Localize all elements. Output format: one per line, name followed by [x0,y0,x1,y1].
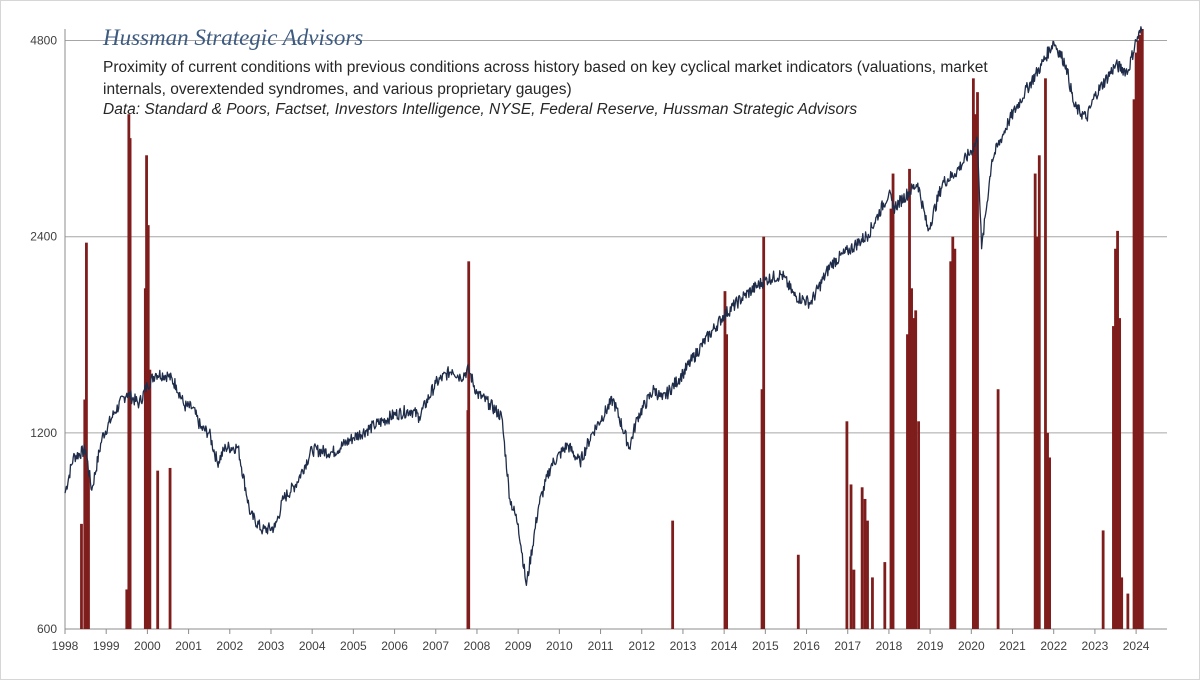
proximity-spike-37 [949,261,953,629]
y-tick-label-4800: 4800 [30,34,57,48]
proximity-spike-29 [889,208,893,629]
y-tick-label-600: 600 [37,622,57,636]
proximity-spike-45 [1035,236,1039,630]
proximity-spike-32 [908,168,911,629]
proximity-spike-47 [1044,78,1047,629]
x-tick-label-2009: 2009 [505,639,532,653]
proximity-spike-9 [146,225,150,629]
proximity-spike-46 [1037,155,1041,629]
x-tick-label-1999: 1999 [93,639,120,653]
proximity-spike-39 [953,248,957,629]
data-source-note: Data: Standard & Poors, Factset, Investo… [103,101,858,118]
x-tick-label-2016: 2016 [793,639,820,653]
proximity-spike-17 [725,334,729,629]
proximity-spike-2 [85,242,88,630]
proximity-spike-6 [128,138,132,630]
x-tick-label-2012: 2012 [628,639,655,653]
proximity-spike-61 [1140,29,1144,629]
proximity-spike-27 [871,577,874,629]
proximity-spike-4 [125,589,129,629]
x-tick-label-2000: 2000 [134,639,161,653]
proximity-spike-11 [156,470,160,629]
x-tick-label-2005: 2005 [340,639,367,653]
proximity-spike-19 [762,236,766,630]
proximity-spike-35 [914,310,918,629]
proximity-spike-50 [1101,530,1105,629]
proximity-spike-56 [1126,593,1130,629]
x-tick-label-2019: 2019 [917,639,944,653]
proximity-spike-21 [845,421,849,629]
proximity-spike-23 [852,569,856,629]
proximity-spike-38 [951,236,955,630]
proximity-spike-16 [723,291,727,629]
x-tick-label-2004: 2004 [299,639,326,653]
proximity-spike-53 [1116,230,1119,629]
x-tick-label-2011: 2011 [588,639,614,653]
y-tick-label-1200: 1200 [30,426,57,440]
x-tick-label-2014: 2014 [711,639,738,653]
proximity-spike-58 [1134,52,1138,629]
proximity-spike-44 [1033,173,1037,630]
proximity-spike-51 [1112,326,1115,629]
x-tick-label-2003: 2003 [258,639,285,653]
proximity-spike-55 [1120,577,1124,629]
proximity-spike-41 [974,114,977,630]
proximity-spike-14 [467,261,471,629]
proximity-spike-33 [910,288,913,629]
x-tick-label-2010: 2010 [546,639,573,653]
proximity-spike-42 [976,92,979,629]
proximity-spike-34 [912,318,916,629]
proximity-spike-12 [168,467,172,629]
market-index-line [64,26,1143,587]
x-tick-label-2023: 2023 [1082,639,1109,653]
proximity-spike-43 [996,389,1000,629]
proximity-spike-48 [1046,432,1049,629]
y-tick-label-2400: 2400 [30,230,57,244]
proximity-spike-10 [148,369,152,629]
proximity-spike-36 [917,421,920,629]
proximity-spike-49 [1048,457,1051,629]
proximity-spike-60 [1138,34,1142,629]
proximity-spike-8 [145,155,148,629]
proximity-spike-18 [760,389,764,629]
proximity-spike-40 [971,78,975,629]
x-tick-label-2020: 2020 [958,639,985,653]
proximity-spike-0 [80,523,83,629]
proximity-spike-22 [849,484,853,629]
x-tick-label-2018: 2018 [876,639,903,653]
x-tick-label-2006: 2006 [381,639,408,653]
x-tick-label-2002: 2002 [216,639,243,653]
x-tick-label-2021: 2021 [999,639,1026,653]
chart-subtitle: Proximity of current conditions with pre… [103,59,988,98]
brand-title: Hussman Strategic Advisors [103,25,364,50]
x-tick-label-2017: 2017 [834,639,861,653]
proximity-spike-1 [83,399,87,629]
proximity-spike-52 [1114,248,1117,629]
proximity-spike-20 [796,554,800,629]
proximity-spike-25 [863,498,867,629]
proximity-spike-31 [906,334,909,629]
proximity-spike-3 [87,470,90,629]
proximity-spike-57 [1132,99,1136,630]
x-tick-label-2015: 2015 [752,639,779,653]
proximity-spike-30 [891,173,895,630]
x-tick-label-2022: 2022 [1040,639,1067,653]
x-tick-label-2008: 2008 [464,639,491,653]
x-tick-label-2001: 2001 [175,639,202,653]
proximity-spike-15 [671,520,675,629]
x-tick-label-1998: 1998 [52,639,79,653]
x-tick-label-2013: 2013 [670,639,697,653]
proximity-spike-54 [1118,318,1122,629]
proximity-spike-24 [860,487,864,629]
x-tick-label-2007: 2007 [422,639,449,653]
proximity-spike-26 [866,520,869,629]
x-tick-label-2024: 2024 [1123,639,1150,653]
proximity-spike-59 [1136,40,1140,630]
proximity-spike-28 [883,562,887,629]
